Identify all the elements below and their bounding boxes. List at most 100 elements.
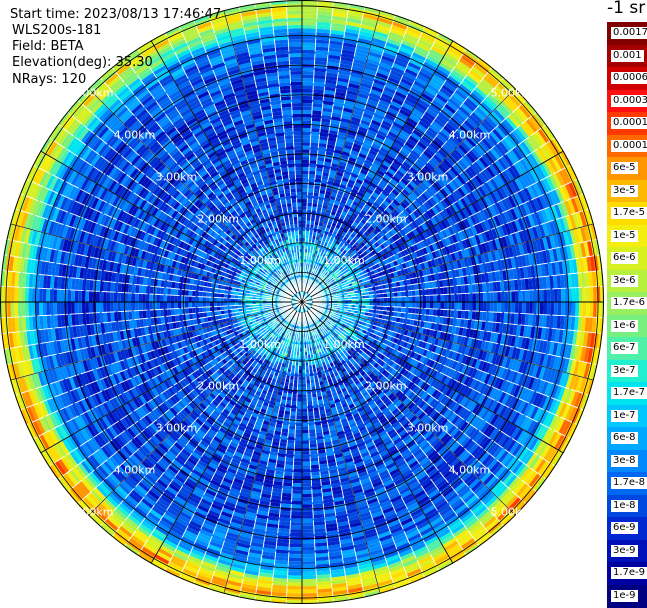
data-cell <box>302 174 309 178</box>
data-cell <box>536 302 540 314</box>
data-cell <box>436 309 440 316</box>
data-cell <box>561 302 565 316</box>
data-cell <box>302 82 314 86</box>
data-cell <box>550 289 554 302</box>
data-cell <box>472 302 476 311</box>
data-cell <box>302 156 310 160</box>
data-cell <box>404 291 408 297</box>
data-cell <box>429 288 433 295</box>
data-cell <box>443 309 447 317</box>
data-cell <box>302 60 315 64</box>
data-cell <box>310 461 319 465</box>
data-cell <box>302 25 317 29</box>
data-cell <box>307 199 313 203</box>
data-cell <box>504 291 508 302</box>
data-cell <box>302 110 312 114</box>
data-cell <box>302 57 315 61</box>
data-cell <box>561 288 565 302</box>
data-cell <box>309 426 316 430</box>
data-cell <box>302 217 306 221</box>
data-cell <box>465 311 469 320</box>
data-cell <box>526 302 530 314</box>
data-cell <box>483 302 487 312</box>
data-cell <box>302 96 313 100</box>
data-cell <box>302 39 316 43</box>
data-cell <box>302 203 307 207</box>
data-cell <box>311 135 320 139</box>
data-cell <box>313 407 319 411</box>
data-cell <box>533 290 537 302</box>
data-cell <box>302 68 314 72</box>
data-cell <box>387 297 391 302</box>
data-cell <box>593 302 597 317</box>
data-cell <box>494 302 498 312</box>
data-cell <box>529 302 533 314</box>
data-cell <box>451 294 455 302</box>
data-cell <box>586 302 590 317</box>
data-cell <box>311 132 320 136</box>
data-cell <box>422 308 426 315</box>
data-cell <box>311 472 320 476</box>
data-cell <box>308 422 315 426</box>
data-cell <box>309 164 316 168</box>
data-cell <box>307 203 312 207</box>
data-cell <box>309 160 317 164</box>
data-cell <box>302 160 309 164</box>
data-cell <box>310 139 319 143</box>
data-cell <box>302 114 312 118</box>
data-cell <box>407 313 411 319</box>
data-cell <box>302 103 312 107</box>
data-cell <box>450 310 454 318</box>
data-cell <box>433 302 437 309</box>
data-cell <box>426 295 430 302</box>
data-cell <box>302 99 313 103</box>
data-cell <box>440 287 444 295</box>
data-cell <box>302 14 317 18</box>
data-cell <box>412 290 416 296</box>
data-cell <box>415 290 419 296</box>
data-cell <box>394 302 398 307</box>
data-cell <box>437 302 441 309</box>
data-cell <box>310 149 318 153</box>
data-cell <box>437 295 441 302</box>
data-cell <box>422 289 426 296</box>
data-cell <box>302 195 308 199</box>
data-cell <box>486 292 490 302</box>
data-cell <box>461 285 465 294</box>
data-cell <box>540 289 544 302</box>
data-cell <box>302 178 309 182</box>
data-cell <box>307 206 312 210</box>
data-cell <box>536 290 540 302</box>
data-cell <box>309 171 316 175</box>
data-cell <box>430 302 434 309</box>
data-cell <box>302 171 309 175</box>
data-cell <box>515 291 519 302</box>
data-cell <box>302 117 312 121</box>
data-cell <box>405 296 409 302</box>
data-cell <box>302 89 313 93</box>
data-cell <box>526 290 530 302</box>
data-cell <box>311 465 320 469</box>
data-cell <box>408 308 412 314</box>
data-cell <box>302 188 308 192</box>
data-cell <box>309 443 317 447</box>
data-cell <box>401 297 405 302</box>
data-cell <box>575 302 579 317</box>
data-cell <box>419 302 423 308</box>
data-cell <box>302 210 307 214</box>
data-cell <box>450 286 454 294</box>
data-cell <box>572 288 576 302</box>
data-cell <box>302 18 317 22</box>
data-cell <box>302 92 313 96</box>
data-cell <box>309 440 317 444</box>
data-cell <box>515 302 519 313</box>
data-cell <box>307 397 312 401</box>
data-cell <box>444 302 448 310</box>
data-cell <box>469 302 473 311</box>
data-cell <box>518 302 522 314</box>
data-cell <box>307 404 313 408</box>
data-cell <box>572 302 576 316</box>
data-cell <box>404 307 408 313</box>
data-cell <box>302 131 311 135</box>
